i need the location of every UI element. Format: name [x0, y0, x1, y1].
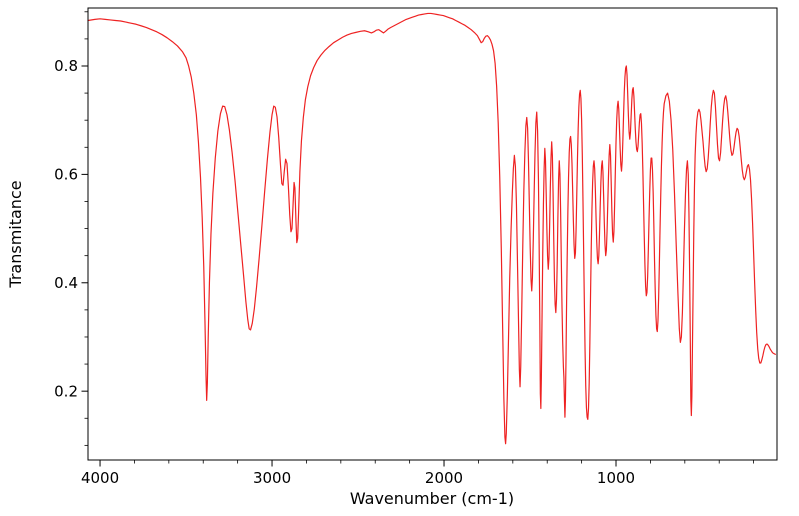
y-axis-minor-ticks	[84, 11, 88, 446]
x-axis-minor-ticks	[134, 460, 755, 464]
y-tick-label: 0.4	[54, 274, 78, 292]
x-tick-label: 1000	[597, 469, 635, 487]
y-axis-major-ticks	[81, 65, 88, 392]
y-tick-label: 0.8	[54, 57, 78, 75]
x-tick-label: 3000	[253, 469, 291, 487]
x-tick-label: 2000	[425, 469, 463, 487]
x-tick-label: 4000	[81, 469, 119, 487]
x-axis-label: Wavenumber (cm-1)	[350, 489, 514, 508]
x-axis-tick-labels: 4000 3000 2000 1000	[81, 469, 635, 487]
x-axis-major-ticks	[99, 460, 617, 467]
y-axis-tick-labels: 0.2 0.4 0.6 0.8	[54, 57, 78, 400]
y-tick-label: 0.6	[54, 166, 78, 184]
plot-frame	[87, 7, 778, 461]
y-axis-label: Transmitance	[6, 180, 25, 288]
spectrum-line	[87, 12, 776, 445]
y-tick-label: 0.2	[54, 382, 78, 400]
